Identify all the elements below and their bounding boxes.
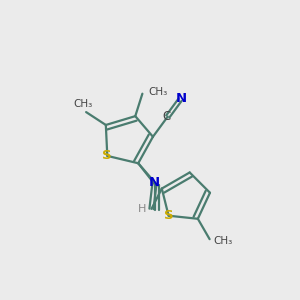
Text: S: S xyxy=(103,149,112,162)
Text: S: S xyxy=(164,209,173,222)
Text: CH₃: CH₃ xyxy=(213,236,232,246)
Text: CH₃: CH₃ xyxy=(74,99,93,109)
Text: CH₃: CH₃ xyxy=(149,87,168,97)
Text: H: H xyxy=(138,204,146,214)
Text: N: N xyxy=(176,92,187,105)
Text: N: N xyxy=(149,176,160,189)
Text: C: C xyxy=(162,110,170,123)
